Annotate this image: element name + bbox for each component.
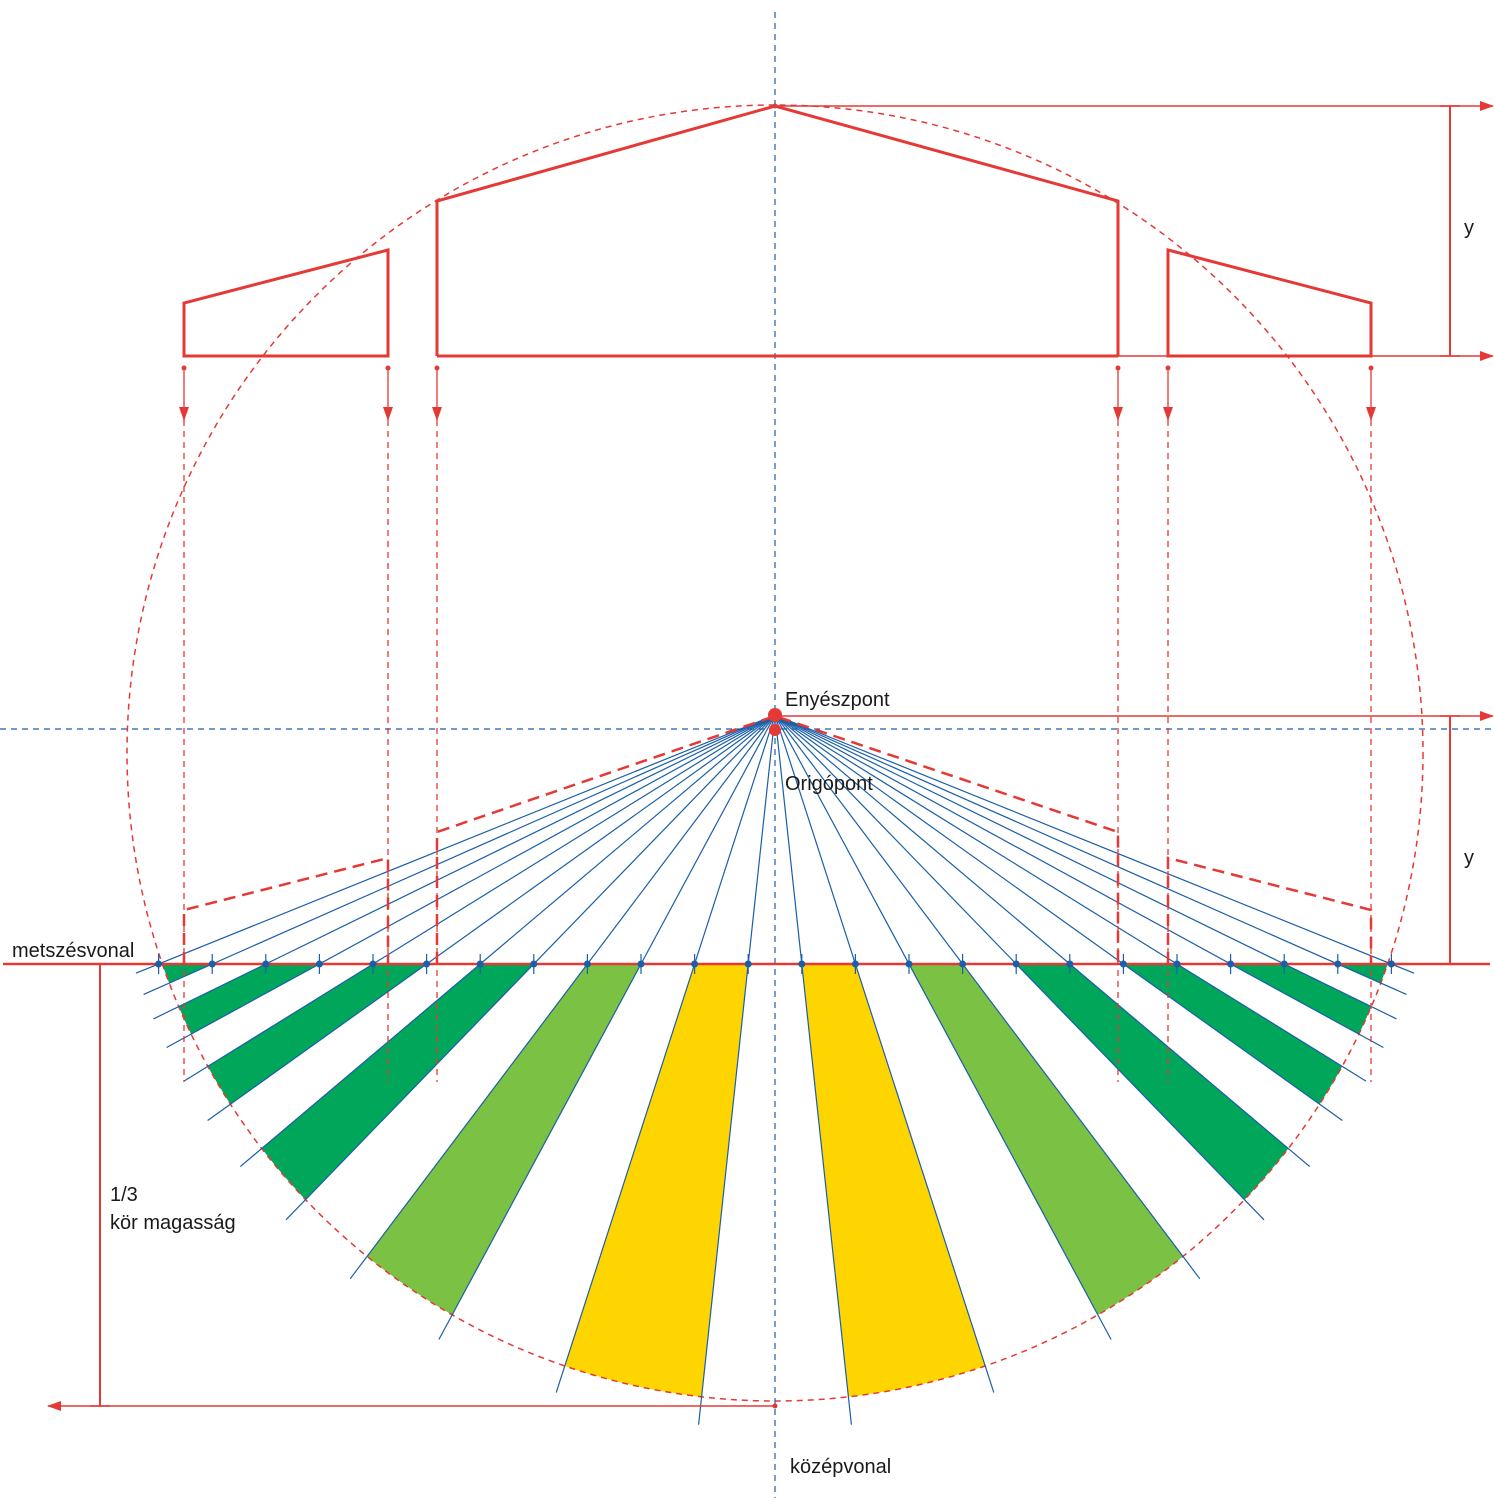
apex-dot (772, 103, 778, 109)
perspective-ray (698, 714, 776, 1425)
origin-point-label: Origópont (785, 773, 873, 795)
perspective-ray (349, 714, 776, 1280)
band-right-4 (1016, 964, 1289, 1200)
cut-line-label: metszésvonal (12, 940, 134, 962)
height-dimension-bottom (775, 711, 1494, 964)
perspective-ray (774, 714, 1265, 1221)
perspective-ray (774, 714, 1384, 1049)
perspective-ray (183, 714, 776, 1082)
vanishing-point-dot (768, 708, 782, 722)
perspective-ray (135, 714, 776, 974)
band-right-5 (909, 964, 1183, 1315)
height-y-bottom-label: y (1464, 847, 1474, 869)
perspective-ray (285, 714, 776, 1221)
perspective-ray (555, 714, 776, 1393)
projection-dot (1368, 365, 1374, 371)
perspective-ray (143, 714, 776, 995)
band-right-3 (1123, 964, 1343, 1105)
colored-bands (158, 962, 1392, 1397)
projection-dot (1115, 365, 1121, 371)
center-line-label: középvonal (790, 1456, 891, 1478)
band-left-2 (178, 964, 320, 1035)
band-left-6 (564, 964, 749, 1397)
perspective-ray (207, 714, 776, 1121)
band-left-5 (367, 964, 641, 1315)
band-left-3 (207, 964, 427, 1105)
perspective-outline (182, 714, 1373, 964)
perspective-ray (438, 714, 776, 1340)
third-height-dimension (47, 964, 775, 1411)
vanishing-point-label: Enyészpont (785, 689, 890, 711)
height-dimension-top (775, 101, 1494, 361)
perspective-ray (239, 714, 776, 1168)
perspective-ray (774, 714, 1415, 974)
right-wing-outline (1166, 248, 1373, 358)
perspective-ray (774, 714, 1201, 1280)
band-left-1 (158, 962, 213, 983)
projection-dot (181, 365, 187, 371)
bottom-center-dot (772, 1403, 778, 1409)
projection-dot (434, 365, 440, 371)
perspective-ray (774, 714, 1367, 1082)
perspective-ray (774, 714, 995, 1393)
band-right-6 (801, 964, 986, 1397)
perspective-ray (774, 714, 1343, 1121)
projection-lines (179, 365, 1376, 1082)
building-elevation (182, 104, 1373, 358)
perspective-ray (774, 714, 1112, 1340)
third-height-label-line1: 1/3 (110, 1184, 138, 1206)
origin-point-dot (769, 724, 781, 736)
projection-dot (1165, 365, 1171, 371)
band-right-2 (1230, 964, 1372, 1035)
perspective-ray (153, 714, 776, 1020)
left-wing-outline (182, 248, 390, 358)
main-hall-outline (435, 104, 1120, 356)
perspective-ray (166, 714, 776, 1049)
projection-dot (385, 365, 391, 371)
height-y-top-label: y (1464, 217, 1474, 239)
third-height-label-line2: kör magasság (110, 1212, 236, 1234)
perspective-ray (774, 714, 852, 1425)
perspective-rays (135, 714, 1415, 1425)
perspective-ray (774, 714, 1311, 1168)
cut-points (155, 954, 1395, 974)
perspective-ray (774, 714, 1407, 995)
perspective-ray (774, 714, 1397, 1020)
band-left-4 (261, 964, 534, 1200)
band-right-1 (1337, 962, 1392, 983)
